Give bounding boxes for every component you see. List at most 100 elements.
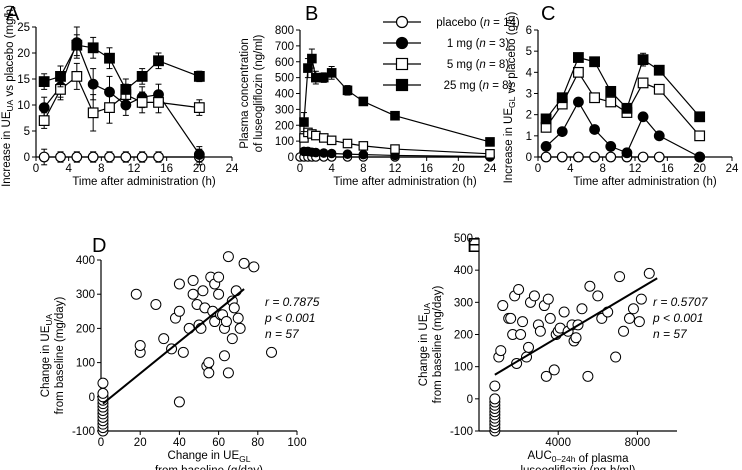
legend-marker-2 [395,57,409,71]
panel-c-x-axis-label: Time after administration (h) [573,176,717,188]
panel-d-x-tick-label: 80 [251,437,264,449]
panel-d-scatter-point [226,333,238,345]
panel-e-scatter-point [548,364,560,376]
panel-c-y-tick-label: 3 [526,89,532,101]
panel-a-x-tick-label: 0 [33,163,39,175]
panel-c-x-tick-label: 16 [661,163,674,175]
panel-c-letter: C [541,3,555,25]
panel-a-25-mg-point [104,52,115,64]
panel-d-y-axis-label-line2: from baseline (mg/day) [54,297,66,415]
panel-b-5-mg-point [358,141,369,151]
legend-marker-0 [395,15,409,29]
panel-e-scatter-point [584,280,596,292]
panel-e-x-axis-label-line2: luseogliflozin (ng·h/ml) [520,465,635,470]
panel-c-25-mg-point [621,102,633,114]
panel-b-letter: B [305,3,318,25]
panel-e-scatter-point [489,393,501,405]
panel-d-y-tick-label: 300 [76,289,95,301]
panel-e-scatter-point [523,341,534,353]
panel-d-scatter-point [266,346,278,358]
panel-b-25-mg-point [390,110,400,121]
panel-e-scatter-point [540,370,552,382]
panel-d-scatter-point [97,387,109,399]
panel-c-y-tick-label: 5 [526,46,532,58]
panel-c-1-mg-point [540,141,552,152]
panel-a-5-mg-point [38,115,50,127]
panel-c-y-tick-label: 4 [526,67,533,79]
panel-c-1-mg-point [556,126,568,138]
legend-label-0: placebo (n = 14) [436,17,520,29]
panel-c-x-tick-label: 12 [629,163,642,175]
panel-a-x-tick-label: 24 [226,163,239,175]
panel-e-scatter-point [489,380,501,392]
panel-b-1-mg-point [358,149,369,160]
panel-a-5-mg-point [87,107,99,119]
panel-e-scatter-point [618,325,630,337]
panel-d-scatter-point [134,340,146,351]
panel-d-scatter-point [158,333,170,345]
panel-a-placebo-point [71,151,83,163]
panel-b-y-tick-label: 400 [275,89,294,101]
panel-a-5-mg-point [136,96,148,108]
panel-a-1-mg-point [193,148,205,160]
panel-c-5-mg-point [694,130,706,142]
panel-b-x-tick-label: 12 [389,163,402,175]
panel-d-y-tick-label: 100 [76,358,95,370]
panel-a-placebo-point [55,151,66,163]
panel-b-y-axis-label-line2: of luseogliflozin (ng/ml) [253,35,265,153]
panel-c-y-axis-label: Increase in UEGL vs placebo (g/h) [503,11,518,183]
panel-d-y-tick-label: 200 [76,323,95,335]
panel-d-scatter-point [213,288,225,300]
panel-b-x-tick-label: 20 [452,163,465,175]
panel-c-25-mg-point [573,52,584,63]
panel-e-y-tick-label: 300 [454,297,473,309]
panel-d-scatter-point [150,298,162,310]
panel-b-25-mg-point [307,53,317,64]
panel-a-placebo-point [104,151,115,163]
panel-e-scatter-point [623,312,635,324]
panel-d-y-tick-label: 0 [89,392,95,404]
panel-b-1-mg-point [311,147,321,158]
panel-e-scatter-point [544,312,556,324]
panel-b-25-mg-point [318,72,329,83]
legend-label-3: 25 mg (n = 8) [444,80,513,92]
panel-c-1-mg-point [605,141,617,152]
panel-c-placebo-point [589,151,600,163]
panel-a-x-tick-label: 20 [193,163,206,175]
panel-d-x-axis-label-line1: Change in UEGL [168,450,251,464]
panel-c-x-tick-label: 4 [567,163,574,175]
panel-e-scatter-point [558,306,570,318]
panel-e-scatter-point [582,370,594,382]
panel-c-y-tick-label: 0 [526,152,532,164]
panel-b-y-tick-label: 100 [275,136,294,148]
panel-d-scatter-point [187,288,199,300]
panel-a-y-tick-label: 5 [24,126,30,138]
panel-d-scatter-point [222,367,234,379]
panel-e-scatter-point [517,316,529,328]
panel-a-y-tick-label: 0 [24,152,30,164]
panel-e-y-tick-label: 200 [454,330,473,342]
panel-d-x-tick-label: 40 [173,437,186,449]
panel-c-x-tick-label: 20 [693,163,706,175]
panel-d-x-tick-label: 60 [212,437,225,449]
panel-e-scatter-point [570,332,582,344]
panel-b-x-tick-label: 16 [420,163,433,175]
panel-d-y-axis-label-line1: Change in UEUA [40,313,54,397]
panel-e-scatter-point [534,325,546,337]
panel-c-placebo-point [605,151,617,163]
panel-e-scatter-point [614,271,626,283]
panel-a-25-mg-point [193,70,205,82]
panel-c-placebo-point [556,151,568,163]
panel-e-y-axis-label-line1: Change in UEUA [418,302,432,386]
panel-c-1-mg-point [589,124,600,135]
panel-c-5-mg-point [637,77,649,89]
panel-a-25-mg-point [71,39,83,51]
panel-e-x-tick-label: 8000 [625,437,651,449]
panel-d-scatter-point [209,316,221,328]
panel-e-scatter-point [633,316,645,328]
panel-b-5-mg-point [390,144,400,154]
legend-label-1: 1 mg (n = 3) [447,38,510,50]
panel-b-25-mg-point [299,117,309,127]
panel-d-stat-r: r = 0.7875 [265,295,320,309]
panel-b-y-tick-label: 200 [275,120,294,132]
